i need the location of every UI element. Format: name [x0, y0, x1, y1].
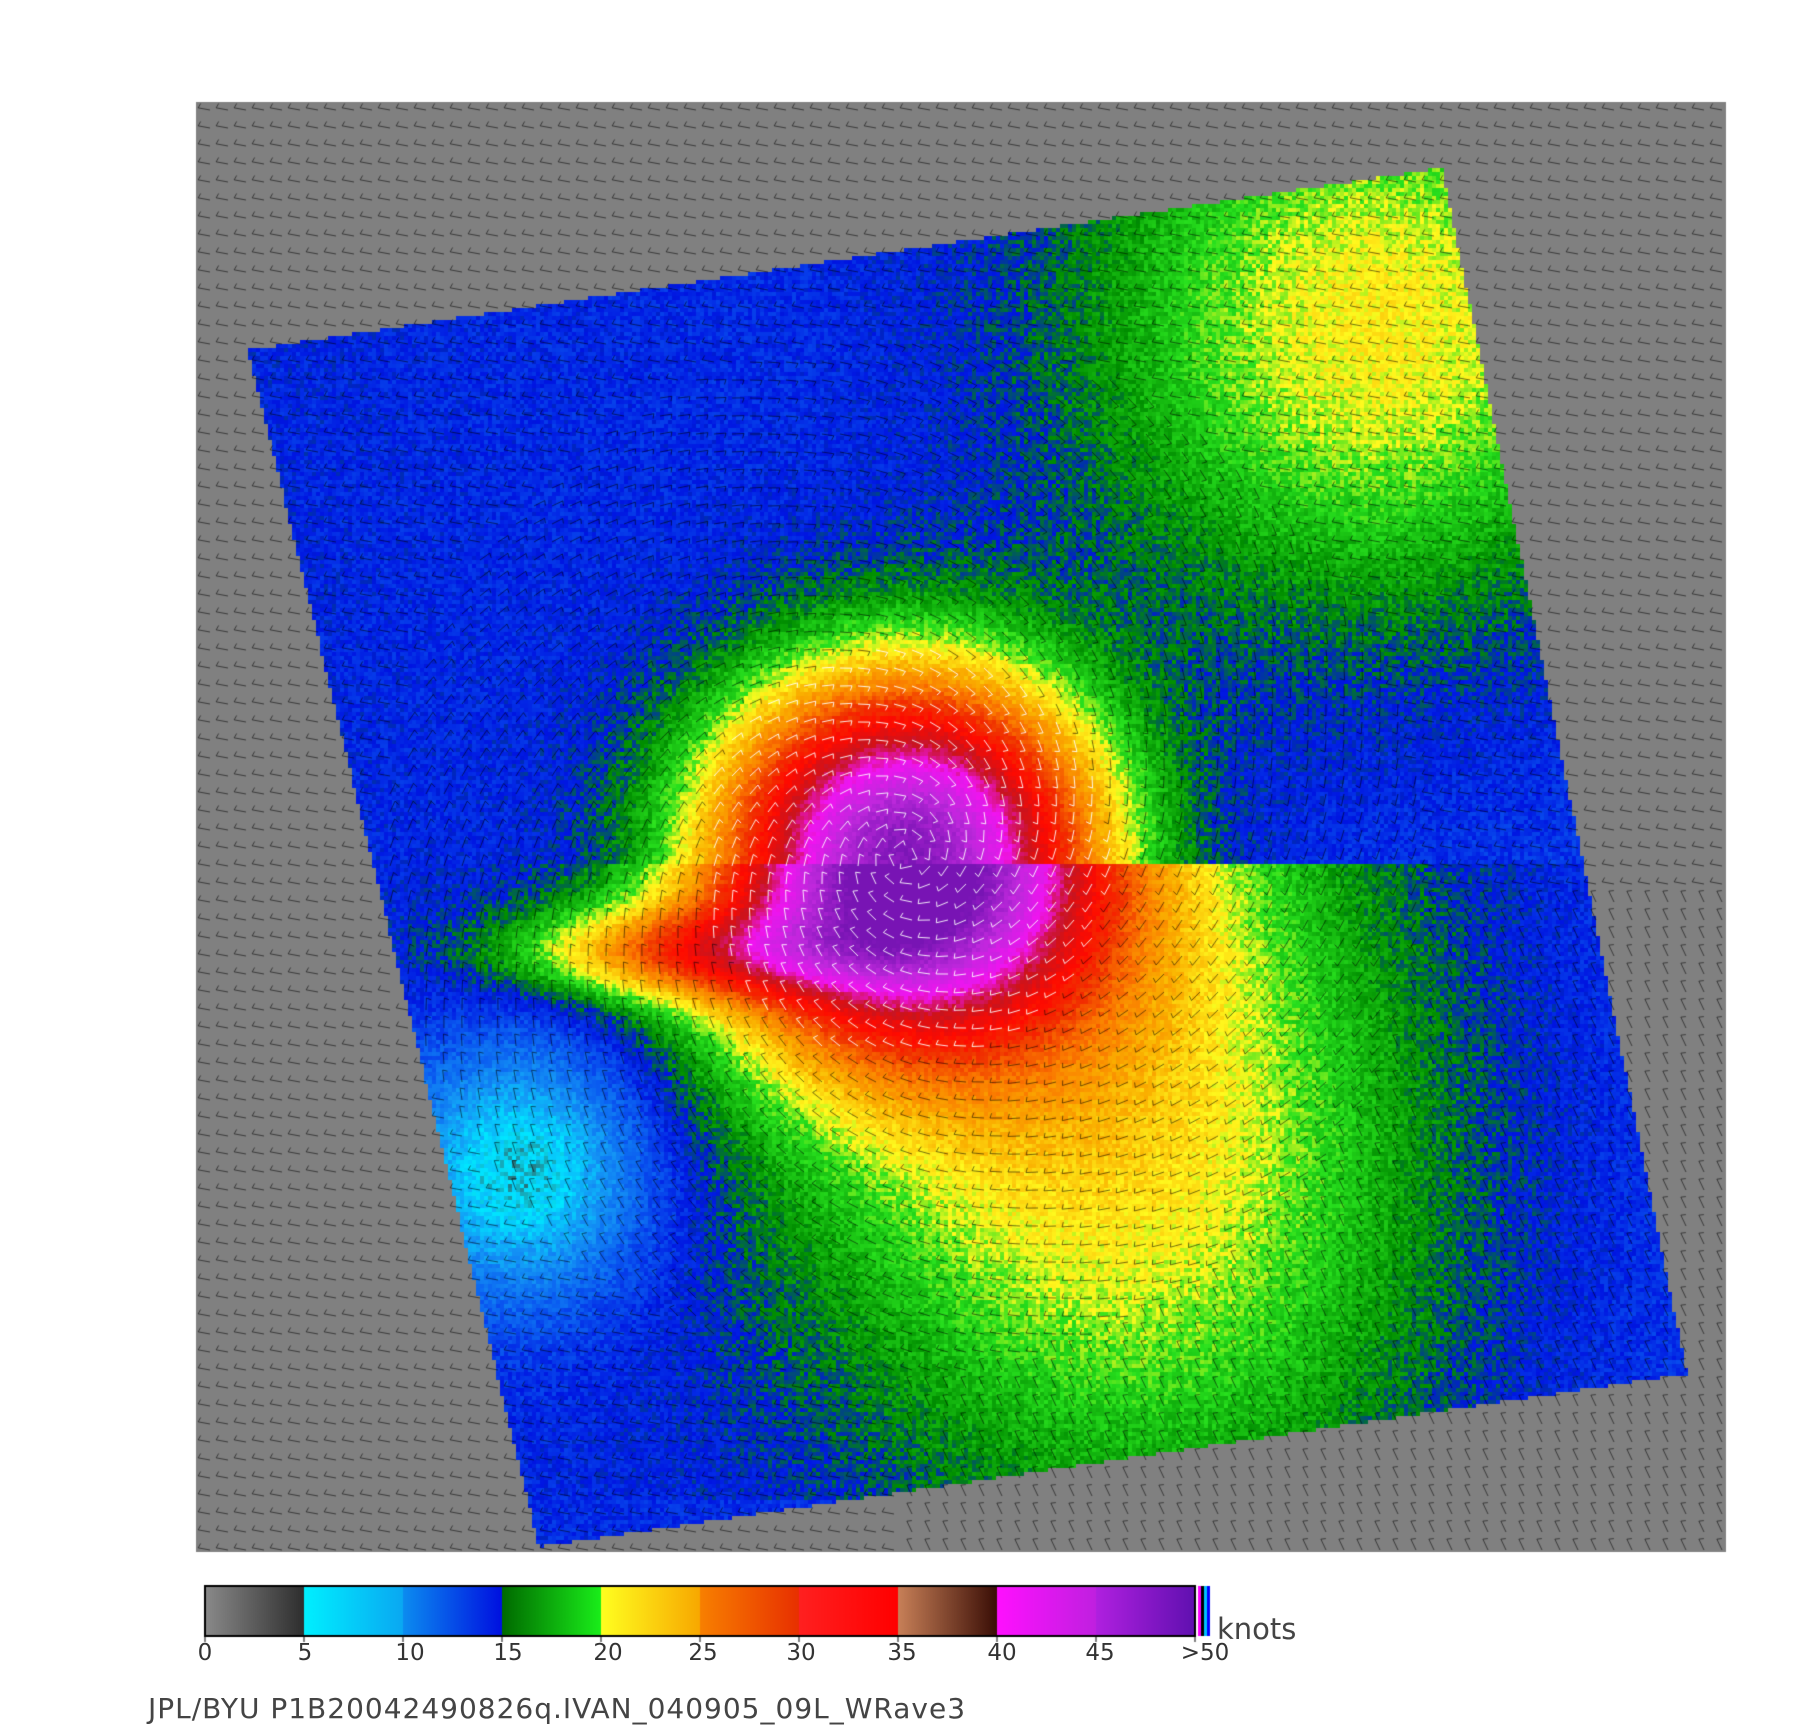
- tick-label: 30: [786, 1640, 816, 1666]
- tick-label: 25: [688, 1640, 718, 1666]
- tick-label: 40: [987, 1640, 1017, 1666]
- image-caption: JPL/BYU P1B20042490826q.IVAN_040905_09L_…: [148, 1692, 967, 1725]
- tick-label: 35: [887, 1640, 917, 1666]
- tick-label: 15: [493, 1640, 523, 1666]
- tick-label: 45: [1085, 1640, 1115, 1666]
- tick-label: 0: [197, 1640, 213, 1666]
- tick-label: 5: [297, 1640, 313, 1666]
- tick-label: 20: [593, 1640, 623, 1666]
- tick-label: 10: [395, 1640, 425, 1666]
- scale-unit-label: knots: [1217, 1612, 1297, 1646]
- tick-label: >50: [1180, 1640, 1230, 1666]
